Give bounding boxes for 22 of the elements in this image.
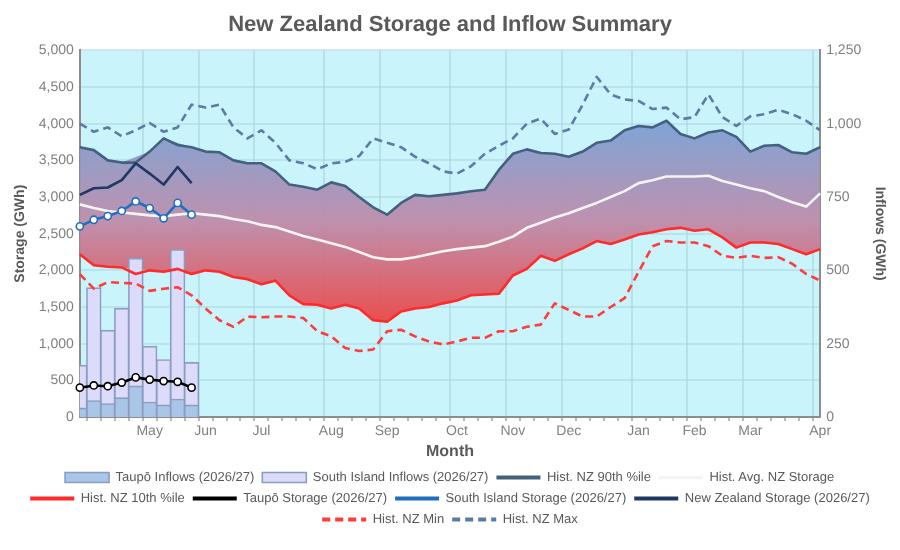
point (159, 213, 169, 223)
point (131, 373, 141, 382)
point (103, 381, 113, 391)
point (145, 203, 155, 213)
point (75, 221, 85, 231)
line-series (78, 75, 822, 175)
point (173, 198, 183, 208)
point (117, 378, 127, 387)
point (131, 197, 141, 206)
point (103, 211, 113, 221)
point (89, 381, 99, 390)
point (117, 206, 127, 216)
point (89, 215, 99, 225)
point (145, 375, 155, 385)
x-axis-title: Month (426, 441, 475, 460)
point (187, 383, 196, 393)
point (187, 210, 196, 220)
line-series (78, 239, 822, 353)
point (173, 377, 183, 387)
point (75, 383, 85, 393)
chart-title: New Zealand Storage and Inflow Summary (228, 13, 674, 38)
point (159, 376, 169, 386)
